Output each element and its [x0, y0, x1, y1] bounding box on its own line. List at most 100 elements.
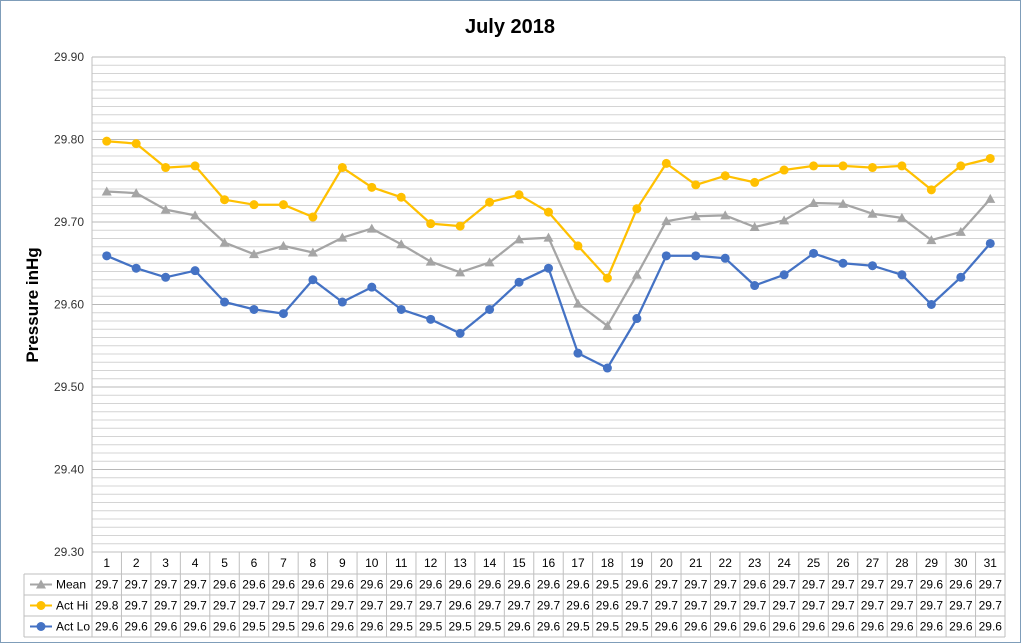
table-cell: 29.7 [831, 578, 855, 592]
data-point [691, 180, 701, 190]
y-axis-ticks: 29.30 29.40 29.50 29.60 29.70 29.80 29.90 [54, 50, 84, 559]
table-cell: 29.6 [979, 620, 1003, 634]
table-cell: 29.5 [596, 578, 620, 592]
data-point [307, 247, 318, 257]
table-cell: 29.6 [331, 620, 355, 634]
table-cell: 29.6 [360, 620, 384, 634]
y-tick-label: 29.40 [54, 463, 84, 477]
data-point [867, 208, 878, 218]
data-point [602, 273, 612, 283]
data-point [190, 161, 200, 171]
table-cell: 29.6 [625, 578, 649, 592]
data-point [249, 200, 259, 210]
y-tick-label: 29.70 [54, 215, 84, 229]
x-tick-label: 1 [103, 556, 110, 570]
table-cell: 29.7 [154, 578, 178, 592]
table-cell: 29.6 [507, 620, 531, 634]
data-point [956, 161, 966, 171]
table-cell: 29.7 [743, 599, 767, 613]
table-cell: 29.7 [890, 599, 914, 613]
x-tick-label: 2 [133, 556, 140, 570]
table-cell: 29.6 [861, 620, 885, 634]
table-cell: 29.6 [448, 599, 472, 613]
table-cell: 29.7 [655, 578, 679, 592]
table-cell: 29.7 [861, 599, 885, 613]
data-point [396, 192, 406, 202]
data-point [926, 235, 937, 245]
legend-label: Act Lo [56, 620, 90, 634]
table-cell: 29.7 [213, 599, 237, 613]
data-point [220, 195, 230, 205]
table-cell: 29.5 [272, 620, 296, 634]
table-cell: 29.5 [390, 620, 414, 634]
data-point [661, 216, 672, 226]
data-point [809, 248, 819, 258]
table-cell: 29.6 [920, 620, 944, 634]
table-cell: 29.7 [684, 578, 708, 592]
data-point [190, 266, 200, 276]
data-point [956, 272, 966, 282]
data-point [720, 253, 730, 263]
data-point [808, 198, 819, 208]
data-point [102, 251, 112, 261]
data-point [897, 161, 907, 171]
data-point [367, 182, 377, 192]
data-point [720, 210, 731, 220]
table-cell: 29.7 [861, 578, 885, 592]
x-tick-label: 13 [453, 556, 467, 570]
series-act-lo [102, 238, 995, 373]
table-cell: 29.6 [772, 620, 796, 634]
table-cell: 29.6 [684, 620, 708, 634]
table-cell: 29.7 [772, 599, 796, 613]
chart-title: July 2018 [465, 16, 555, 38]
data-point [485, 197, 495, 207]
table-cell: 29.7 [684, 599, 708, 613]
data-point [426, 314, 436, 324]
gridlines [91, 56, 1006, 553]
table-cell: 29.7 [360, 599, 384, 613]
x-tick-label: 5 [221, 556, 228, 570]
table-cell: 29.6 [419, 578, 443, 592]
table-cell: 29.6 [714, 620, 738, 634]
x-tick-label: 15 [512, 556, 526, 570]
table-cell: 29.6 [920, 578, 944, 592]
table-cell: 29.6 [566, 578, 590, 592]
data-point [425, 256, 436, 266]
table-cell: 29.6 [183, 620, 207, 634]
x-tick-label: 30 [954, 556, 968, 570]
table-cell: 29.6 [507, 578, 531, 592]
table-cell: 29.7 [154, 599, 178, 613]
data-point [161, 163, 171, 173]
table-cell: 29.7 [301, 599, 325, 613]
data-point [278, 309, 288, 319]
x-tick-label: 23 [748, 556, 762, 570]
table-cell: 29.6 [743, 620, 767, 634]
data-point [220, 297, 230, 307]
data-point [337, 163, 347, 173]
series-act-hi [102, 136, 995, 283]
table-cell: 29.7 [979, 599, 1003, 613]
y-tick-label: 29.30 [54, 545, 84, 559]
data-point [514, 277, 524, 287]
data-point [955, 226, 966, 236]
data-point [366, 223, 377, 233]
data-point [926, 300, 936, 309]
y-axis-label: Pressure inHg [23, 247, 42, 362]
data-point [367, 282, 377, 292]
data-point [455, 267, 466, 277]
table-cell: 29.7 [95, 578, 119, 592]
table-cell: 29.7 [124, 578, 148, 592]
table-cell: 29.5 [478, 620, 502, 634]
data-point [897, 270, 907, 280]
table-cell: 29.7 [478, 599, 502, 613]
data-point [278, 200, 288, 210]
data-point [337, 297, 347, 307]
data-point [131, 139, 141, 149]
data-point [602, 363, 612, 373]
y-tick-label: 29.50 [54, 380, 84, 394]
data-point [749, 221, 760, 231]
data-point [838, 161, 848, 171]
data-point [632, 314, 642, 324]
data-point [544, 207, 553, 217]
table-cell: 29.5 [596, 620, 620, 634]
